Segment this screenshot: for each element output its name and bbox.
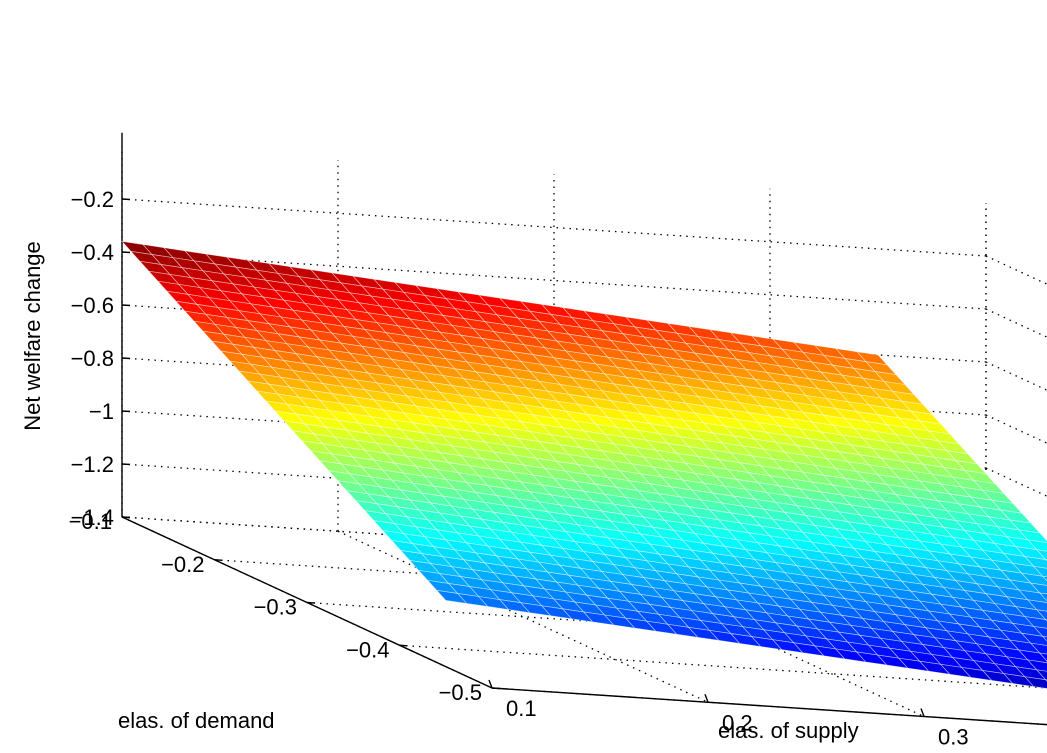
surface-patch — [1026, 599, 1047, 612]
grid-line — [985, 308, 1047, 338]
z-tick-label: −0.2 — [71, 187, 114, 212]
surface-patch — [1041, 575, 1047, 582]
y-tick-mark — [121, 516, 131, 519]
x-axis-label: elas. of supply — [718, 718, 859, 743]
z-tick-label: −1 — [89, 399, 114, 424]
surface — [121, 240, 1047, 689]
y-tick-label: −0.5 — [439, 680, 482, 705]
surface-patch — [1020, 572, 1047, 586]
surface-patch — [1035, 609, 1047, 621]
surface-patch — [1038, 592, 1047, 602]
grid-line — [985, 255, 1047, 285]
grid-line — [121, 198, 987, 257]
tick-labels: −1.4 −1.2 −1 −0.8 −0.6 −0.4 −0.2 −0.1 −0.2 −0.3 −0… — [69, 187, 969, 750]
y-tick-label: −0.1 — [69, 509, 112, 534]
surface-patch — [1029, 582, 1047, 595]
x-tick-mark — [920, 708, 925, 717]
surface-patch — [1017, 649, 1047, 664]
surface-patch — [1026, 539, 1047, 552]
z-tick-mark — [121, 463, 131, 466]
y-tick-mark — [399, 644, 408, 647]
surface-patch — [1032, 625, 1047, 638]
x-tick-mark — [488, 679, 493, 689]
z-tick-mark — [121, 410, 131, 413]
z-tick-mark — [121, 198, 131, 201]
x-tick-label: 0.1 — [506, 696, 537, 721]
surface-patch — [1038, 652, 1047, 662]
surface-patch — [1017, 529, 1047, 544]
z-tick-mark — [121, 357, 131, 360]
x-tick-mark — [704, 694, 709, 703]
z-axis-label: Net welfare change — [20, 241, 45, 431]
surface-patch — [1035, 669, 1047, 681]
x-tick-label: 0.3 — [938, 725, 969, 750]
axes — [121, 132, 1047, 726]
z-tick-label: −1.2 — [71, 452, 114, 477]
surface-patch — [1026, 659, 1047, 672]
y-tick-mark — [491, 687, 501, 690]
surface-patch — [1035, 549, 1047, 561]
surface-patch — [1023, 616, 1047, 629]
surface-patch — [1017, 589, 1047, 604]
y-tick-label: −0.3 — [254, 595, 297, 620]
surface-patch — [1029, 642, 1047, 655]
z-tick-label: −0.6 — [71, 293, 114, 318]
z-tick-label: −1.4 — [71, 505, 114, 530]
z-tick-mark — [121, 304, 131, 307]
z-tick-label: −0.4 — [71, 240, 114, 265]
z-tick-label: −0.8 — [71, 346, 114, 371]
y-tick-label: −0.4 — [346, 637, 389, 662]
y-tick-label: −0.2 — [161, 552, 204, 577]
surface-patch — [1023, 676, 1047, 689]
surface-patch — [1032, 565, 1047, 578]
grid-line — [121, 251, 987, 310]
x-tick-label: 0.2 — [722, 710, 753, 735]
y-tick-mark — [306, 601, 316, 604]
surface-patch — [1041, 635, 1047, 642]
surface-patch — [1020, 632, 1047, 646]
surface-patch — [1023, 556, 1047, 569]
y-axis-label: elas. of demand — [118, 708, 275, 733]
z-tick-mark — [121, 251, 131, 254]
y-tick-mark — [214, 559, 223, 562]
grid-line — [399, 644, 1047, 689]
